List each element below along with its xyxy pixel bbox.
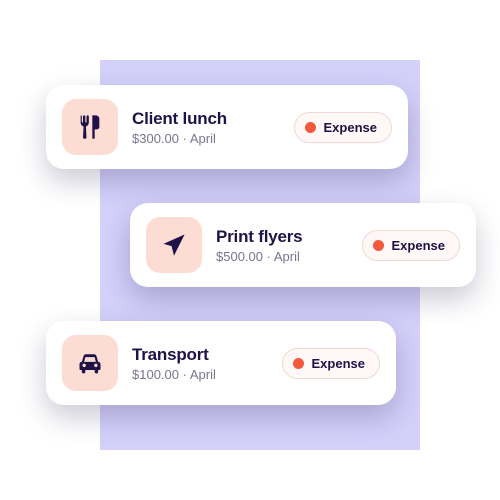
expense-card[interactable]: Print flyers $500.00 · April Expense (130, 203, 476, 287)
expense-title: Client lunch (132, 109, 280, 129)
meta-divider: · (263, 249, 274, 264)
expense-period: April (190, 367, 216, 382)
expense-text: Print flyers $500.00 · April (216, 227, 348, 264)
badge-dot-icon (305, 122, 316, 133)
expense-card[interactable]: Client lunch $300.00 · April Expense (46, 85, 408, 169)
expense-amount: $500.00 (216, 249, 263, 264)
badge-dot-icon (293, 358, 304, 369)
expense-badge[interactable]: Expense (294, 112, 392, 143)
expense-meta: $300.00 · April (132, 131, 280, 146)
badge-label: Expense (324, 120, 377, 135)
expense-text: Client lunch $300.00 · April (132, 109, 280, 146)
utensils-icon (62, 99, 118, 155)
expense-period: April (274, 249, 300, 264)
meta-divider: · (179, 131, 190, 146)
expense-text: Transport $100.00 · April (132, 345, 268, 382)
paper-plane-icon (146, 217, 202, 273)
expense-period: April (190, 131, 216, 146)
meta-divider: · (179, 367, 190, 382)
expense-card[interactable]: Transport $100.00 · April Expense (46, 321, 396, 405)
badge-label: Expense (312, 356, 365, 371)
expense-title: Transport (132, 345, 268, 365)
car-icon (62, 335, 118, 391)
badge-dot-icon (373, 240, 384, 251)
expense-title: Print flyers (216, 227, 348, 247)
expense-badge[interactable]: Expense (362, 230, 460, 261)
expense-badge[interactable]: Expense (282, 348, 380, 379)
expense-meta: $100.00 · April (132, 367, 268, 382)
expense-amount: $100.00 (132, 367, 179, 382)
badge-label: Expense (392, 238, 445, 253)
expense-meta: $500.00 · April (216, 249, 348, 264)
expense-amount: $300.00 (132, 131, 179, 146)
